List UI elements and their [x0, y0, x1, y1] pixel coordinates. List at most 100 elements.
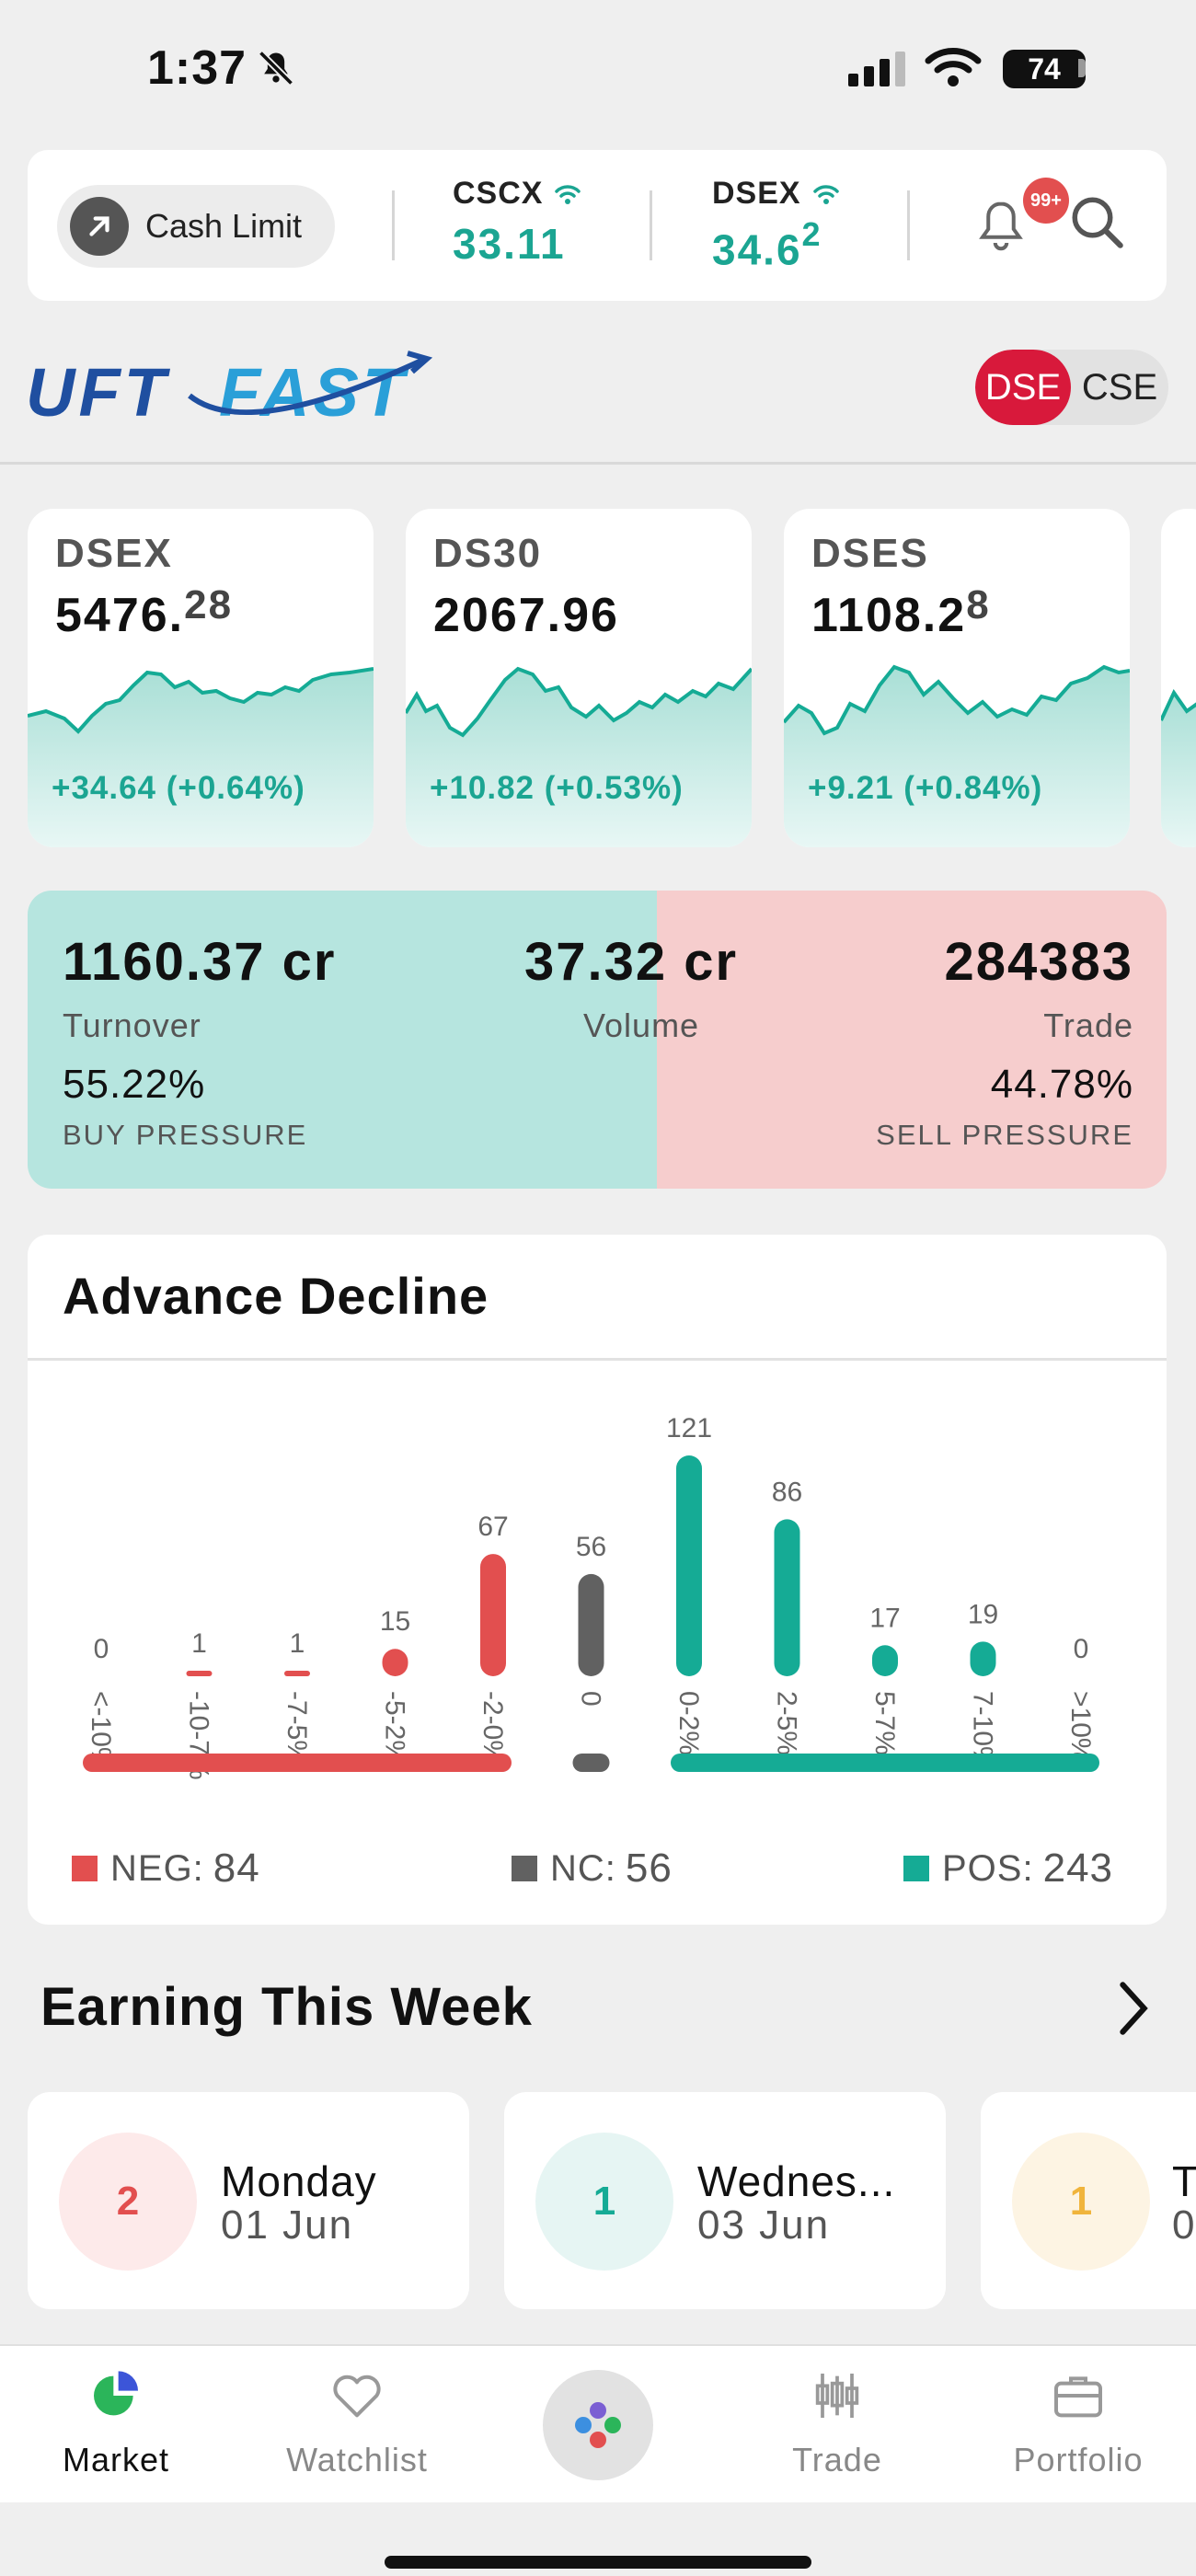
svg-text:UFT: UFT: [26, 354, 171, 431]
nav-market[interactable]: Market: [24, 2366, 208, 2479]
bar-4: [480, 1554, 506, 1676]
signal-icon: [848, 52, 905, 86]
earning-day: T: [1172, 2157, 1196, 2205]
exchange-toggle[interactable]: DSE CSE: [975, 350, 1168, 425]
trade-value: 284383: [944, 932, 1133, 992]
legend-pos-swatch: [903, 1856, 929, 1881]
market-card-ds30[interactable]: DS30 2067.96 +10.82 (+0.53%): [406, 509, 752, 847]
tick-label-6: 0-2%: [673, 1691, 704, 1755]
cscx-index[interactable]: CSCX 33.11: [453, 176, 581, 269]
divider: [28, 1358, 1167, 1361]
advance-decline-card: Advance Decline 0 <-10% 1 -10-7% 1 -7-5% 15 -5-…: [28, 1235, 1167, 1925]
earning-card[interactable]: 1 T 0: [981, 2092, 1196, 2309]
bottom-nav: Market Watchlist Trade Portfolio: [0, 2344, 1196, 2502]
market-card-name: DSEX: [55, 531, 173, 576]
buy-pressure-label: BUY PRESSURE: [63, 1119, 308, 1151]
status-bar: 1:37 74: [0, 0, 1196, 138]
market-card-change: +9.21 (+0.84%): [808, 770, 1043, 806]
market-card-dses[interactable]: DSES 1108.28 +9.21 (+0.84%): [784, 509, 1130, 847]
tick-label-10: >10%: [1065, 1691, 1096, 1763]
sparkline-chart: [406, 666, 752, 847]
market-card-partial[interactable]: [1161, 509, 1196, 847]
divider: [650, 190, 652, 260]
bar-6: [676, 1455, 702, 1676]
earning-date: 0: [1172, 2202, 1196, 2248]
legend-pos-value: 243: [1042, 1846, 1114, 1891]
legend-neg-label: NEG:: [110, 1847, 204, 1889]
status-time: 1:37: [147, 41, 247, 95]
data-label-7: 86: [772, 1477, 802, 1507]
divider: [907, 190, 910, 260]
legend-nc-value: 56: [625, 1846, 673, 1891]
cse-toggle[interactable]: CSE: [1081, 366, 1158, 408]
buy-pressure-value: 55.22%: [63, 1062, 206, 1107]
cscx-value: 33.11: [453, 220, 566, 268]
trade-label: Trade: [1043, 1006, 1133, 1044]
battery-icon: 74: [1003, 50, 1086, 88]
nav-portfolio[interactable]: Portfolio: [986, 2366, 1170, 2479]
nav-trade[interactable]: Trade: [745, 2366, 929, 2479]
top-bar: Cash Limit CSCX 33.11 DSEX 34.62 99+: [28, 150, 1167, 301]
briefcase-icon: [1054, 2376, 1102, 2418]
tick-label-5: 0: [576, 1691, 606, 1707]
market-card-name: DSES: [811, 531, 929, 576]
nav-market-label: Market: [62, 2441, 170, 2478]
legend-neg: NEG: 84: [72, 1846, 260, 1892]
data-label-5: 56: [576, 1532, 606, 1562]
nav-watchlist[interactable]: Watchlist: [265, 2366, 449, 2479]
volume-value: 37.32 cr: [524, 932, 739, 992]
dse-toggle[interactable]: DSE: [975, 350, 1071, 425]
arrow-up-right-icon: [70, 197, 129, 256]
earning-date: 03 Jun: [697, 2202, 831, 2248]
notification-button[interactable]: 99+: [973, 178, 1069, 266]
sparkline-chart: [28, 667, 374, 847]
earning-date: 01 Jun: [221, 2202, 354, 2248]
data-label-9: 19: [968, 1599, 998, 1629]
advance-decline-chart: 0<-10%1-10-7%1-7-5%15-5-2%67-2-0%5601210…: [83, 1413, 1099, 1780]
bar-7: [774, 1519, 800, 1676]
candlestick-icon: [815, 2374, 859, 2418]
search-icon[interactable]: [1067, 192, 1128, 258]
data-label-6: 121: [666, 1413, 712, 1443]
nav-portfolio-label: Portfolio: [1013, 2441, 1144, 2478]
cscx-name: CSCX: [453, 176, 544, 211]
cash-limit-label: Cash Limit: [145, 207, 303, 245]
live-icon: [555, 184, 581, 204]
bar-9: [970, 1641, 996, 1676]
divider: [392, 190, 395, 260]
market-card-dsex[interactable]: DSEX 5476.28 +34.64 (+0.64%): [28, 509, 374, 847]
turnover-value: 1160.37 cr: [63, 932, 337, 992]
earning-card[interactable]: 2 Monday 01 Jun: [28, 2092, 469, 2309]
advance-decline-title: Advance Decline: [63, 1267, 489, 1325]
tick-label-2: -7-5%: [282, 1691, 312, 1765]
market-card-change: +34.64 (+0.64%): [52, 770, 305, 806]
bar-2: [284, 1671, 310, 1676]
legend-pos: POS: 243: [903, 1846, 1113, 1892]
earning-card[interactable]: 1 Wednes... 03 Jun: [504, 2092, 946, 2309]
bar-5: [578, 1573, 604, 1676]
heart-icon: [333, 2375, 381, 2418]
battery-cap: [1078, 59, 1086, 77]
market-card-value: 5476.: [55, 589, 185, 642]
tick-label-7: 2-5%: [772, 1691, 802, 1755]
cash-limit-button[interactable]: Cash Limit: [57, 185, 335, 268]
market-pressure-card: 1160.37 cr Turnover 37.32 cr Volume 2843…: [28, 891, 1167, 1189]
chevron-right-icon[interactable]: [1108, 1978, 1159, 2043]
dots-icon: [575, 2402, 621, 2448]
bar-8: [872, 1645, 898, 1676]
sparkline-chart: [1161, 689, 1196, 847]
data-label-8: 17: [869, 1603, 900, 1633]
bar-1: [186, 1671, 213, 1676]
dsex-value: 34.6: [712, 225, 802, 274]
legend-neg-value: 84: [213, 1846, 260, 1891]
dsex-index[interactable]: DSEX 34.62: [712, 176, 840, 274]
market-card-value: 1108.2: [811, 589, 967, 642]
earning-day: Monday: [221, 2157, 377, 2205]
tick-label-3: -5-2%: [380, 1691, 410, 1765]
group-bar-nc: [572, 1754, 610, 1772]
center-action-button[interactable]: [543, 2370, 653, 2480]
market-card-name: DS30: [433, 531, 543, 576]
turnover-label: Turnover: [63, 1006, 201, 1044]
sell-pressure-label: SELL PRESSURE: [876, 1119, 1133, 1151]
bell-icon: [979, 201, 1023, 251]
